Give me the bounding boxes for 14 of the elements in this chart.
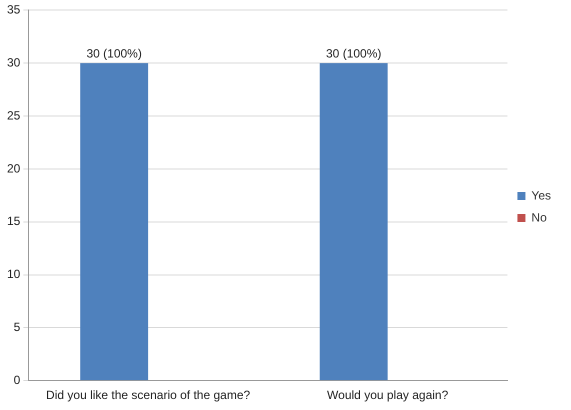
y-tick-label: 35 <box>6 2 21 17</box>
y-tick-label: 25 <box>6 108 21 122</box>
data-label: 30 (100%) <box>86 46 142 60</box>
y-tick-label: 10 <box>6 267 21 282</box>
x-tick-label: Did you like the scenario of the game? <box>46 388 250 402</box>
y-tick-label: 0 <box>14 372 21 387</box>
y-tick-label: 15 <box>6 214 21 228</box>
x-tick-label: Would you play again? <box>327 388 449 402</box>
data-label: 30 (100%) <box>326 46 382 60</box>
legend-label: No <box>531 210 548 224</box>
legend-label: Yes <box>531 188 551 202</box>
y-tick-label: 20 <box>6 161 21 176</box>
y-tick-label: 5 <box>14 320 21 334</box>
y-tick-label: 30 <box>6 55 21 70</box>
